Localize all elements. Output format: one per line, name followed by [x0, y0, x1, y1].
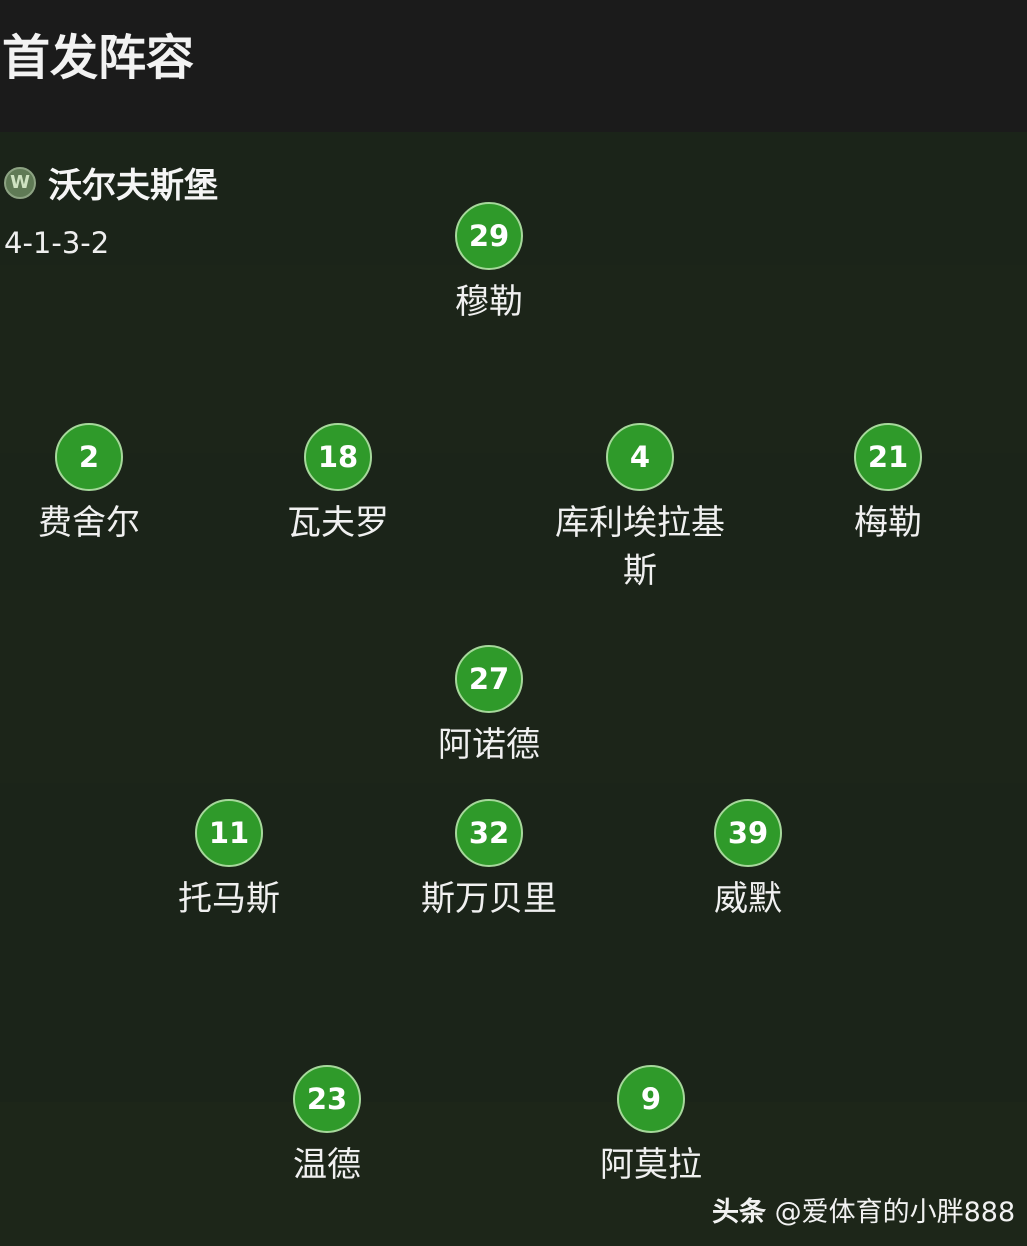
player-name: 梅勒	[854, 503, 922, 543]
player-number: 9	[617, 1065, 685, 1133]
player[interactable]: 39 威默	[648, 799, 848, 923]
player-number: 27	[455, 645, 523, 713]
player-name: 库利埃拉基斯	[555, 503, 725, 591]
pitch	[0, 132, 1027, 1246]
team-header: W 沃尔夫斯堡	[4, 158, 218, 207]
watermark-handle: @爱体育的小胖888	[774, 1197, 1016, 1228]
player[interactable]: 2 费舍尔	[0, 423, 189, 547]
team-logo-icon: W	[4, 166, 36, 199]
player-number: 29	[455, 202, 523, 270]
player-name: 斯万贝里	[421, 879, 557, 919]
player-name: 阿莫拉	[600, 1145, 702, 1185]
player[interactable]: 18 瓦夫罗	[238, 423, 438, 547]
player[interactable]: 29 穆勒	[389, 202, 589, 326]
player-name: 阿诺德	[438, 725, 540, 765]
player-number: 32	[455, 799, 523, 867]
player-number: 2	[55, 423, 123, 491]
player[interactable]: 21 梅勒	[788, 423, 988, 547]
player[interactable]: 27 阿诺德	[389, 645, 589, 769]
player[interactable]: 11 托马斯	[129, 799, 329, 923]
player-number: 21	[854, 423, 922, 491]
header: 首发阵容	[0, 0, 1027, 132]
player-number: 11	[195, 799, 263, 867]
page-title: 首发阵容	[2, 30, 195, 86]
player-name: 费舍尔	[38, 503, 140, 543]
player-name: 瓦夫罗	[287, 503, 389, 543]
player-name: 威默	[714, 879, 782, 919]
player[interactable]: 23 温德	[227, 1065, 427, 1189]
player[interactable]: 32 斯万贝里	[389, 799, 589, 923]
player-name: 托马斯	[178, 879, 280, 919]
watermark: 头条 @爱体育的小胖888	[712, 1190, 1015, 1229]
formation: 4-1-3-2	[4, 226, 110, 260]
player-number: 4	[606, 423, 674, 491]
watermark-brand: 头条	[712, 1197, 766, 1228]
player[interactable]: 9 阿莫拉	[551, 1065, 751, 1189]
team-name: 沃尔夫斯堡	[48, 166, 218, 206]
player[interactable]: 4 库利埃拉基斯	[540, 423, 740, 595]
player-number: 39	[714, 799, 782, 867]
player-number: 18	[304, 423, 372, 491]
pitch-stripe	[0, 1102, 1027, 1246]
player-number: 23	[293, 1065, 361, 1133]
pitch-stripe	[0, 265, 1027, 453]
player-name: 温德	[293, 1145, 361, 1185]
player-name: 穆勒	[455, 282, 523, 322]
